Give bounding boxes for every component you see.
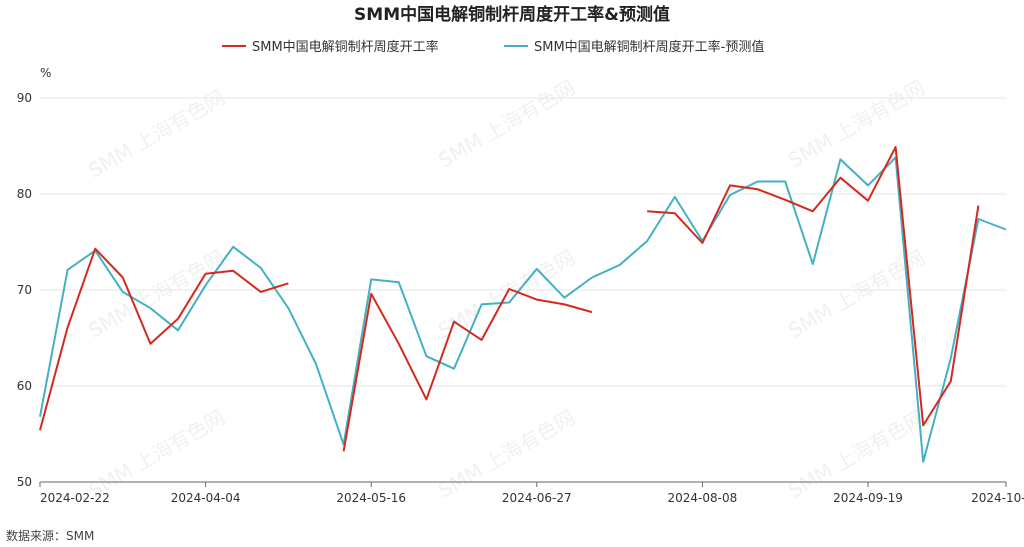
y-tick-label: 70 <box>17 283 32 297</box>
legend-item-forecast: SMM中国电解铜制杆周度开工率-预测值 <box>534 39 764 55</box>
series-line-actual <box>39 146 980 452</box>
watermarks: SMM 上海有色网 SMM 上海有色网 SMM 上海有色网 SMM 上海有色网 SMM … <box>84 75 929 503</box>
chart-title: SMM中国电解铜制杆周度开工率&预测值 <box>354 4 670 25</box>
legend: SMM中国电解铜制杆周度开工率 SMM中国电解铜制杆周度开工率-预测值 <box>222 39 764 55</box>
source-note: 数据来源：SMM <box>6 528 94 543</box>
watermark: SMM 上海有色网 <box>434 75 579 173</box>
x-tick-label: 2024-09-19 <box>833 491 903 505</box>
x-tick-label: 2024-10-24 <box>971 491 1024 505</box>
watermark: SMM 上海有色网 <box>784 75 929 173</box>
watermark: SMM 上海有色网 <box>784 405 929 503</box>
legend-item-actual: SMM中国电解铜制杆周度开工率 <box>252 39 439 55</box>
y-axis-unit: % <box>40 66 51 80</box>
watermark: SMM 上海有色网 <box>434 405 579 503</box>
y-tick-label: 60 <box>17 379 32 393</box>
grid-lines <box>40 97 1006 387</box>
y-tick-label: 90 <box>17 91 32 105</box>
series-lines <box>39 146 1007 463</box>
x-tick-label: 2024-04-04 <box>171 491 241 505</box>
x-tick-label: 2024-06-27 <box>502 491 572 505</box>
y-tick-label: 80 <box>17 187 32 201</box>
x-tick-labels: 2024-02-22 2024-04-04 2024-05-16 2024-06-27… <box>39 482 1024 505</box>
series-line-forecast <box>39 156 1007 463</box>
y-tick-label: 50 <box>17 475 32 489</box>
x-tick-label: 2024-08-08 <box>668 491 738 505</box>
watermark: SMM 上海有色网 <box>84 405 229 503</box>
x-tick-label: 2024-05-16 <box>336 491 406 505</box>
watermark: SMM 上海有色网 <box>84 85 229 183</box>
x-tick-label: 2024-02-22 <box>40 491 110 505</box>
y-tick-labels: 50 60 70 80 90 <box>17 91 32 489</box>
